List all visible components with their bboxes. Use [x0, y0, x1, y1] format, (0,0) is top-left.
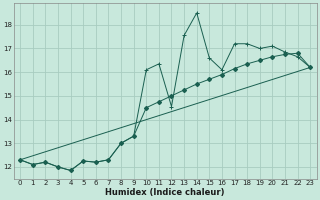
X-axis label: Humidex (Indice chaleur): Humidex (Indice chaleur) [106, 188, 225, 197]
